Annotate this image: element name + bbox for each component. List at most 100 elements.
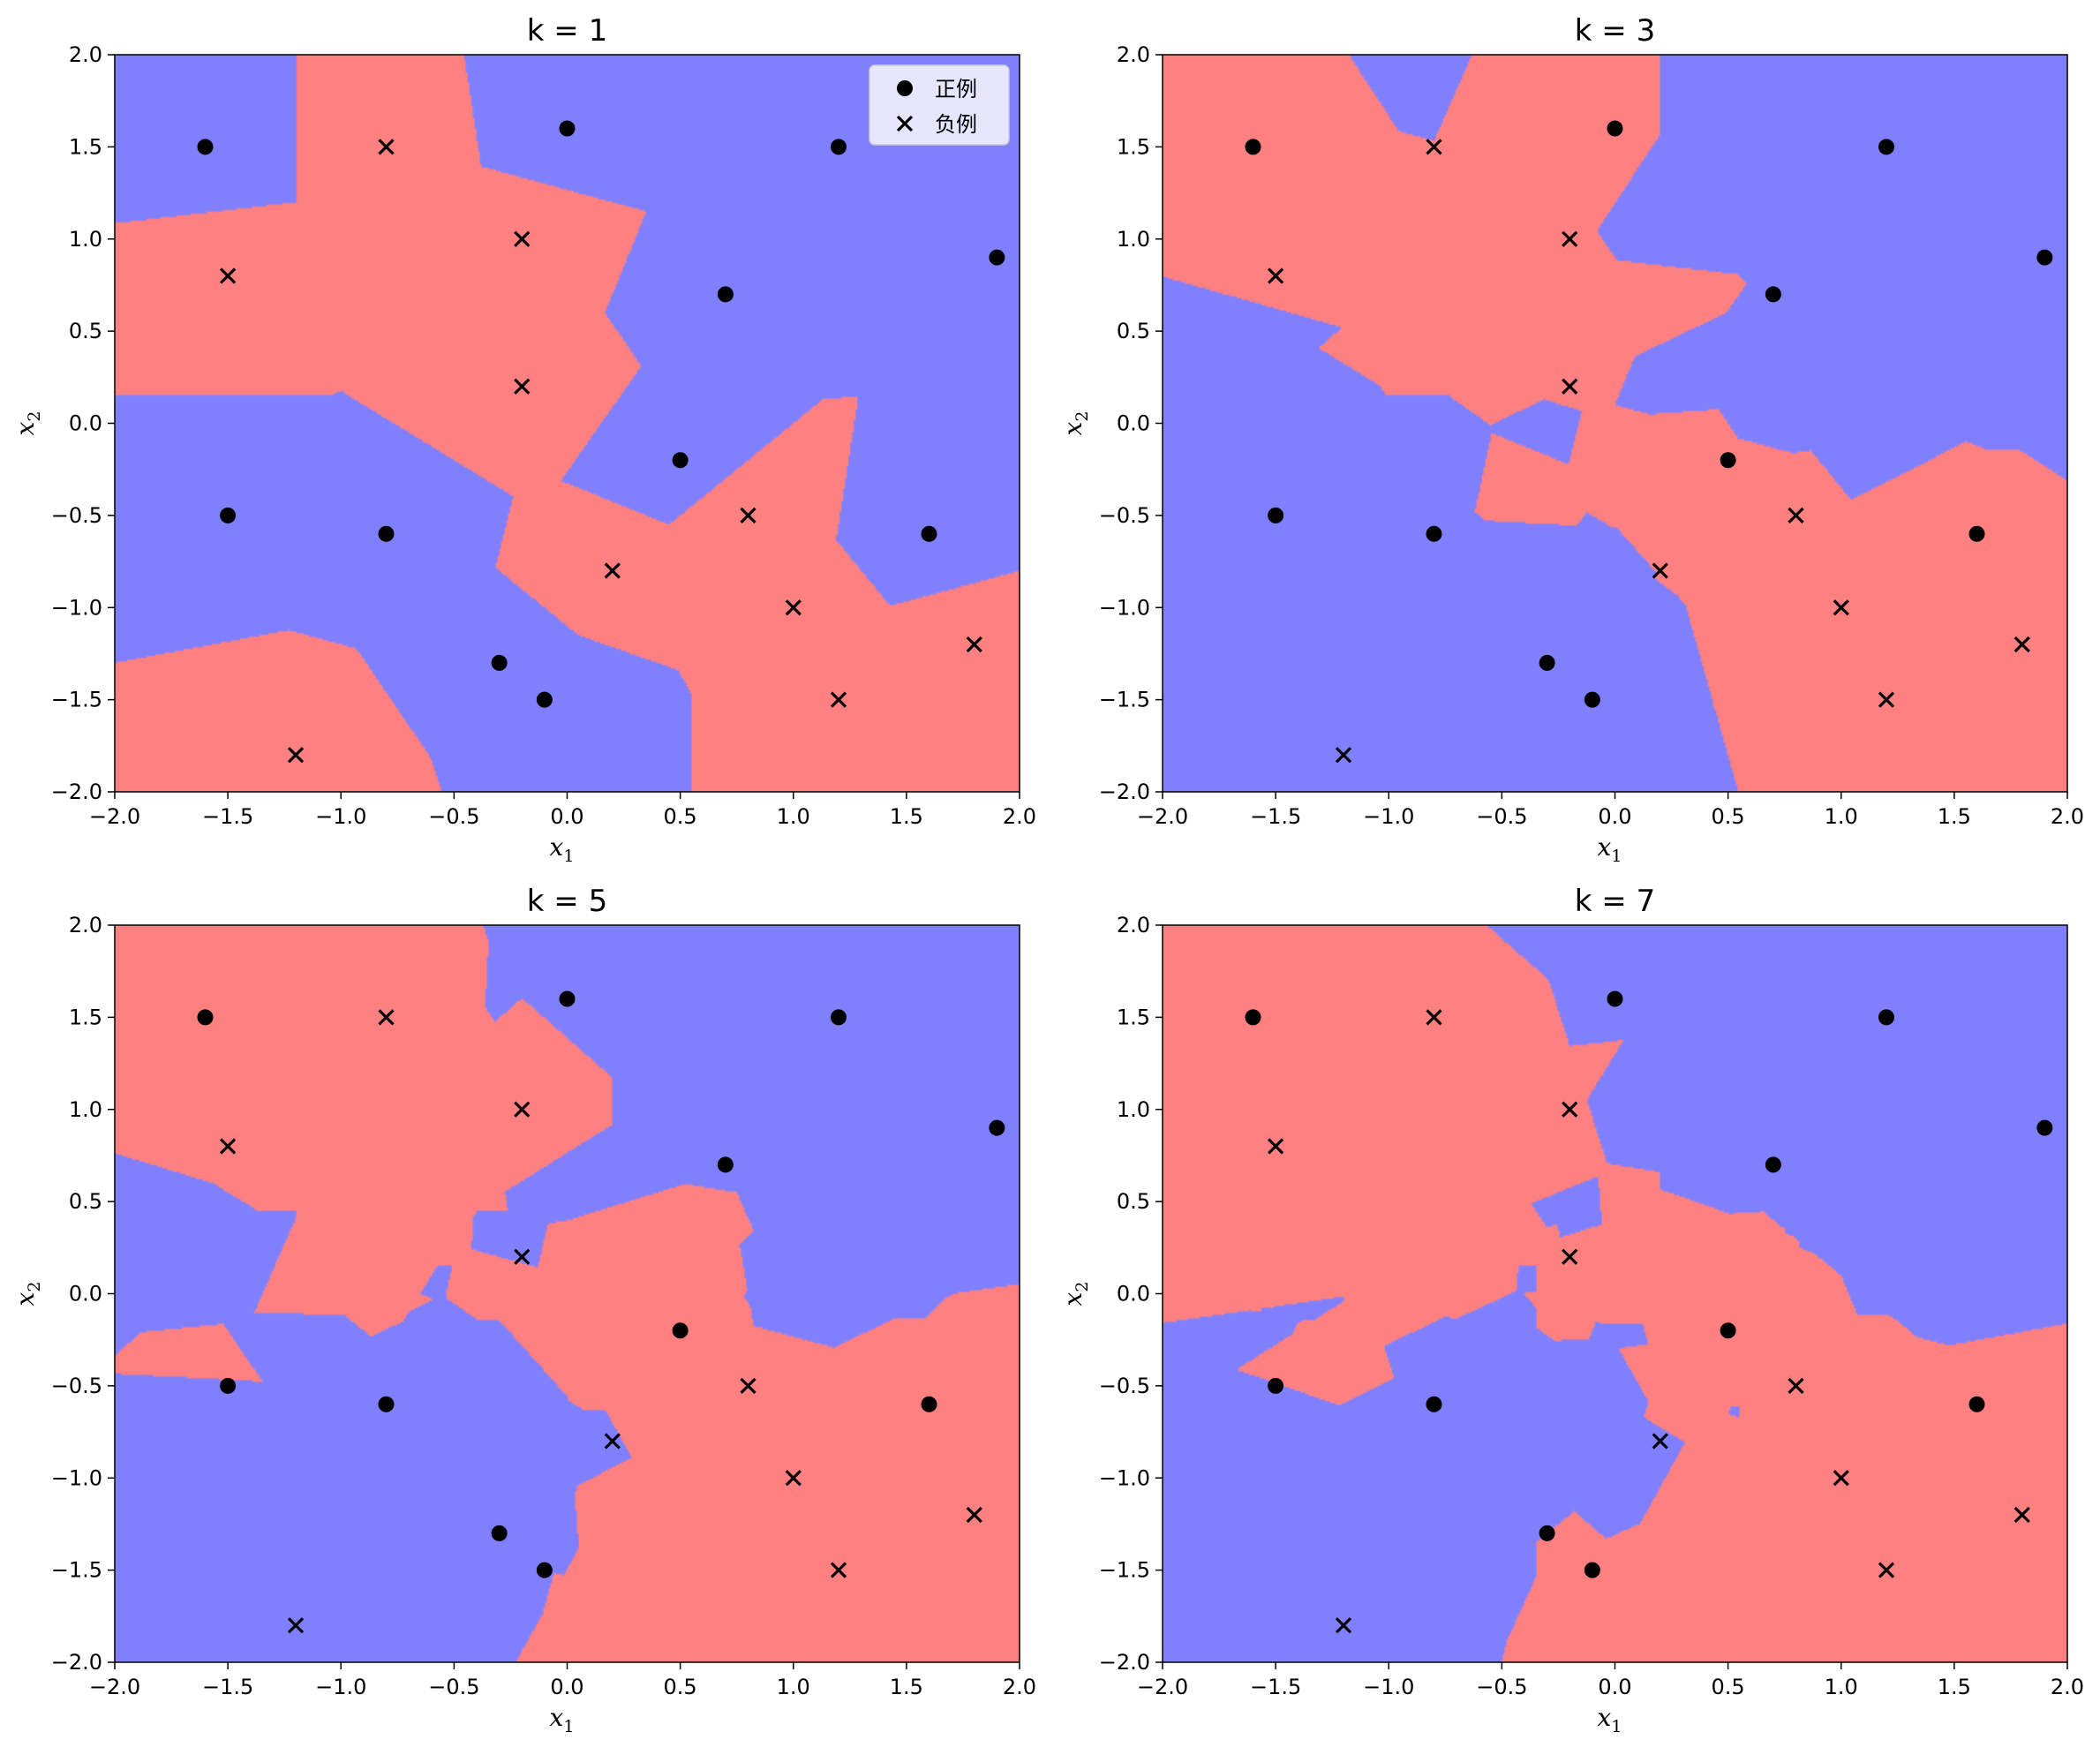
negative-point	[287, 1617, 305, 1634]
positive-point	[1878, 1009, 1894, 1026]
x-tick-label: −2.0	[89, 1675, 140, 1699]
panel-title: k = 7	[1575, 884, 1655, 919]
positive-point	[717, 1156, 734, 1173]
x-tick-label: 1.0	[1825, 1675, 1858, 1699]
positive-point	[672, 452, 689, 469]
x-tick-label: 0.5	[664, 804, 697, 829]
x-tick-label: −0.5	[1476, 804, 1527, 829]
y-tick-label: 2.0	[1117, 913, 1150, 938]
panel-k5: −2.0 −1.5 −1.0 −0.5 0.0 0.5 1.0 1.5 2.0 −2.0 −1.5 −…	[11, 884, 1036, 1736]
y-tick-label: 1.5	[69, 1005, 102, 1029]
panel-title: k = 5	[527, 884, 607, 919]
x-tick-label: −2.0	[1137, 1675, 1188, 1699]
y-tick-label: 0.5	[1117, 319, 1150, 343]
positive-point	[1426, 1396, 1442, 1412]
y-tick-label: −1.0	[1099, 595, 1150, 620]
positive-point	[197, 1009, 214, 1026]
positive-point	[1245, 1009, 1261, 1026]
y-tick-label: 2.0	[69, 913, 102, 938]
y-tick-label: 1.5	[1117, 134, 1150, 159]
y-tick-label: 0.5	[69, 1189, 102, 1214]
positive-point	[1584, 1562, 1600, 1578]
positive-point	[1765, 286, 1781, 303]
positive-point	[1607, 120, 1623, 137]
negative-point	[1267, 1138, 1284, 1155]
negative-point	[1878, 1562, 1895, 1578]
panel-k1: −2.0 −1.5 −1.0 −0.5 0.0 0.5 1.0 1.5 2.0 −2.0 −1.5 −…	[11, 13, 1036, 866]
negative-point	[514, 378, 531, 395]
decision-region	[1163, 925, 2067, 1662]
x-tick-label: −2.0	[1137, 804, 1188, 829]
x-tick-label: 0.5	[664, 1675, 697, 1699]
negative-point	[514, 1248, 531, 1265]
x-tick-label: −1.5	[202, 804, 253, 829]
negative-point	[1426, 139, 1442, 155]
negative-point	[1267, 267, 1284, 284]
positive-point	[1607, 990, 1623, 1007]
x-tick-label: 1.0	[1825, 804, 1858, 829]
x-tick-label: 0.5	[1712, 1675, 1745, 1699]
x-tick-label: −1.0	[315, 1675, 366, 1699]
negative-point	[740, 507, 756, 524]
negative-point	[219, 1138, 237, 1155]
positive-point	[378, 1396, 395, 1412]
positive-point	[1968, 1396, 1985, 1412]
negative-point	[1562, 1248, 1578, 1265]
y-tick-label: 1.0	[69, 1097, 102, 1122]
negative-point	[966, 636, 982, 653]
x-tick-label: 1.5	[1938, 804, 1971, 829]
positive-point	[1539, 1525, 1555, 1541]
x-tick-label: 0.0	[1598, 804, 1631, 829]
negative-point	[287, 747, 305, 764]
y-tick-label: −1.0	[51, 1465, 102, 1490]
y-tick-label: −0.5	[1099, 1374, 1150, 1398]
negative-point	[604, 1433, 621, 1450]
positive-point	[1245, 139, 1261, 155]
positive-point	[989, 1119, 1005, 1136]
negative-point	[785, 1470, 802, 1487]
y-tick-label: 0.0	[69, 411, 102, 436]
y-tick-label: −0.5	[51, 1374, 102, 1398]
negative-point	[740, 1377, 756, 1395]
negative-point	[1652, 562, 1668, 579]
positive-point	[1765, 1156, 1781, 1173]
y-tick-label: 1.0	[1117, 1097, 1150, 1122]
negative-point	[1833, 1470, 1849, 1487]
y-tick-label: 0.0	[1117, 1282, 1150, 1306]
negative-point	[604, 562, 621, 579]
x-tick-label: −1.0	[315, 804, 366, 829]
y-axis-label: x2	[1058, 411, 1092, 436]
x-axis-label: x1	[550, 1703, 575, 1736]
positive-point	[1720, 452, 1736, 469]
y-tick-label: 0.5	[69, 319, 102, 343]
x-tick-label: 2.0	[1003, 1675, 1036, 1699]
panel-k7: −2.0 −1.5 −1.0 −0.5 0.0 0.5 1.0 1.5 2.0 −2.0 −1.5 −…	[1058, 884, 2084, 1736]
negative-point	[514, 230, 531, 247]
negative-point	[1335, 1617, 1352, 1634]
negative-point	[1335, 747, 1352, 764]
x-tick-label: 2.0	[2051, 1675, 2084, 1699]
positive-point	[559, 990, 576, 1007]
x-tick-label: 1.5	[1938, 1675, 1971, 1699]
x-tick-label: 0.0	[550, 1675, 583, 1699]
positive-point	[378, 525, 395, 542]
positive-point	[1268, 1377, 1284, 1394]
negative-point	[1788, 507, 1804, 524]
x-tick-label: 0.0	[1598, 1675, 1631, 1699]
panels: −2.0 −1.5 −1.0 −0.5 0.0 0.5 1.0 1.5 2.0 −2.0 −1.5 −…	[11, 13, 2084, 1736]
x-tick-label: 1.5	[890, 804, 923, 829]
negative-point	[378, 139, 395, 155]
negative-point	[219, 267, 237, 284]
negative-point	[1562, 230, 1578, 247]
legend-positive-marker	[897, 80, 913, 96]
x-tick-label: −1.5	[1250, 1675, 1301, 1699]
negative-point	[1562, 1101, 1578, 1118]
positive-point	[672, 1322, 689, 1339]
negative-point	[378, 1009, 395, 1026]
negative-point	[1562, 378, 1578, 395]
positive-point	[536, 691, 553, 708]
y-tick-label: 0.0	[69, 1282, 102, 1306]
negative-point	[1426, 1009, 1442, 1026]
positive-point	[1720, 1322, 1736, 1339]
y-tick-label: −2.0	[51, 1650, 102, 1675]
